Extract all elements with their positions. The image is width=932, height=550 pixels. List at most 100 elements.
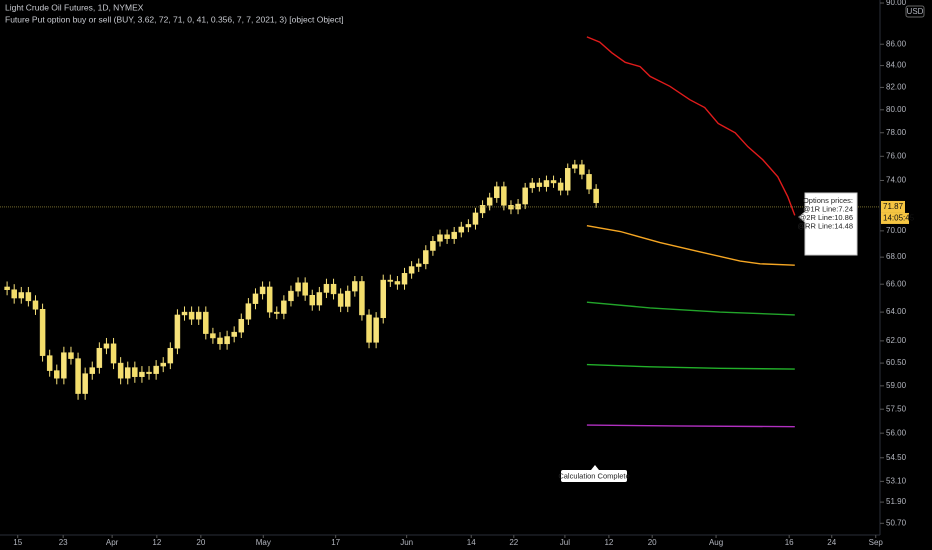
candle-body — [415, 263, 422, 267]
x-tick-label: 14 — [467, 538, 476, 547]
x-tick-label: Apr — [106, 538, 119, 547]
currency: USD — [907, 7, 924, 16]
x-tick-label: 23 — [59, 538, 68, 547]
candle-body — [394, 281, 401, 285]
y-tick-label: 53.10 — [886, 476, 907, 485]
candle-body — [373, 317, 379, 343]
candle-body — [32, 300, 39, 310]
candle-body — [437, 234, 443, 242]
candle-body — [124, 367, 131, 379]
y-tick-label: 78.00 — [886, 128, 907, 137]
chart-title: Light Crude Oil Futures, 1D, NYMEX — [5, 2, 144, 12]
y-tick-label: 56.00 — [886, 428, 907, 437]
countdown: 14:05:45 — [883, 214, 915, 223]
candle-body — [352, 281, 358, 292]
x-tick-label: 12 — [604, 538, 613, 547]
candle-body — [188, 311, 195, 320]
candle-body — [266, 286, 273, 313]
candle-body — [337, 293, 344, 307]
x-tick-label: May — [256, 538, 271, 547]
candle-body — [139, 371, 145, 377]
candle-body — [586, 174, 592, 190]
candle-body — [153, 365, 159, 374]
candle-body — [288, 290, 294, 302]
candle-body — [366, 314, 372, 343]
candle-body — [380, 279, 386, 319]
candle-body — [117, 362, 124, 379]
candle-body — [515, 203, 521, 210]
x-tick-label: 20 — [196, 538, 205, 547]
y-tick-label: 54.50 — [886, 453, 907, 462]
y-tick-label: 84.00 — [886, 61, 907, 70]
x-tick-label: 22 — [509, 538, 518, 547]
candle-body — [103, 343, 110, 349]
options-box: Options prices:@1R Line:7.24@2R Line:10.… — [797, 192, 858, 256]
x-tick-label: 15 — [13, 538, 22, 547]
y-tick-label: 90.00 — [886, 0, 907, 7]
candle-body — [323, 283, 330, 293]
x-tick-label: Sep — [869, 538, 884, 547]
candle-body — [572, 164, 578, 169]
candle-body — [401, 273, 408, 285]
candle-body — [486, 197, 493, 206]
options-line: Options prices: — [803, 196, 853, 205]
candle-body — [550, 180, 557, 184]
projection-line — [586, 36, 796, 216]
candle-body — [472, 212, 479, 225]
candle-body — [46, 355, 53, 371]
candle-body — [245, 303, 252, 320]
x-tick-label: 12 — [152, 538, 161, 547]
options-line: @2R Line:10.86 — [799, 213, 853, 222]
candle-body — [68, 352, 74, 359]
candle-body — [522, 187, 528, 205]
candle-body — [167, 347, 174, 364]
candle-body — [344, 290, 351, 307]
y-tick-label: 70.00 — [886, 226, 907, 235]
candle-body — [25, 292, 32, 302]
projection-line — [586, 424, 795, 428]
candle-body — [536, 182, 543, 187]
projection-line — [586, 363, 795, 370]
candle-body — [359, 281, 365, 316]
candle-body — [11, 289, 17, 299]
candle-body — [174, 314, 181, 349]
last-price-label: 71.87 — [883, 202, 904, 211]
candle-body — [579, 164, 585, 175]
candle-body — [238, 318, 245, 333]
candle-body — [444, 234, 450, 239]
currency-box[interactable] — [905, 5, 925, 18]
candle-body — [203, 311, 209, 334]
y-tick-label: 74.00 — [886, 176, 907, 185]
candle-body — [61, 352, 67, 379]
projection-line — [586, 301, 795, 316]
candle-body — [54, 370, 60, 379]
candle-body — [217, 337, 223, 345]
countdown-bg — [881, 212, 909, 224]
y-tick-label: 66.00 — [886, 279, 907, 288]
candle-body — [302, 282, 308, 296]
candle-body — [593, 188, 599, 204]
candle-body — [316, 292, 323, 306]
y-tick-label: 50.70 — [886, 518, 907, 527]
options-line: @1R Line:7.24 — [803, 204, 853, 213]
status-label: Calculation Complete — [558, 471, 629, 480]
candle-body — [82, 373, 88, 394]
candle-body — [195, 311, 202, 320]
candle-body — [132, 367, 138, 377]
candle-body — [281, 300, 287, 314]
candle-body — [75, 358, 81, 394]
candle-body — [543, 180, 550, 187]
last-price-bg — [881, 200, 905, 213]
candle-body — [423, 250, 429, 265]
status-box: Calculation Complete — [558, 465, 630, 482]
x-tick-label: Jun — [400, 538, 413, 547]
candle-body — [110, 343, 117, 364]
candle-body — [564, 168, 571, 191]
indicator-label: Future Put option buy or sell (BUY, 3.62… — [5, 14, 344, 24]
candle-body — [210, 333, 216, 339]
status-bg — [561, 470, 627, 482]
candle-body — [529, 182, 536, 189]
candle-body — [330, 283, 337, 295]
